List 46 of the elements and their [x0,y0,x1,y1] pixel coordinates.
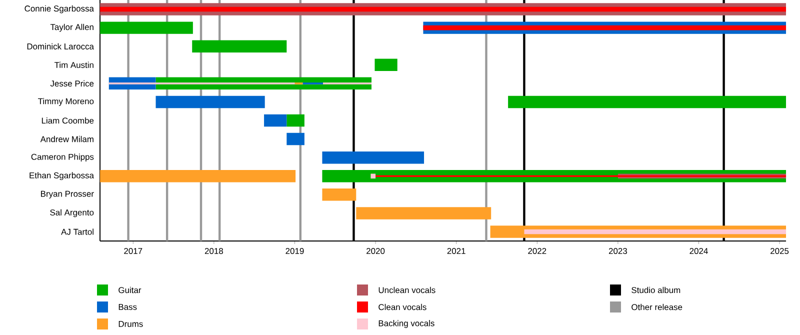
y-tick-label: Taylor Allen [50,24,94,32]
bar [192,40,287,52]
legend-label: Other release [632,304,682,310]
bar [100,170,296,182]
bar [370,174,376,179]
x-tick-label: 2019 [286,248,304,254]
y-tick-label: Ethan Sgarbossa [30,172,94,180]
bar [322,151,424,164]
x-tick-label: 2021 [447,248,466,254]
y-tick-label: Jesse Price [50,80,94,87]
legend-label: Studio album [632,286,680,294]
y-tick-label: AJ Tartol [61,228,94,235]
x-tick-label: 2018 [204,248,223,254]
bar [322,188,356,201]
legend-label: Drums [118,321,143,327]
bar [423,25,786,30]
legend-label: Clean vocals [378,304,426,310]
y-tick-label: Connie Sgarbossa [24,5,94,14]
bar [374,58,398,72]
x-tick-label: 2024 [690,248,708,254]
x-tick-label: 2023 [608,248,627,254]
x-tick-label: 2020 [366,248,385,254]
x-tick-label: 2017 [124,248,142,254]
bar [524,229,786,234]
bar [508,96,786,108]
bar [286,114,304,127]
bar [264,114,287,127]
x-tick-label: 2025 [770,248,789,254]
y-tick-label: Cameron Phipps [31,154,94,162]
bar [100,22,193,34]
y-tick-label: Dominick Larocca [27,43,94,50]
y-tick-label: Andrew Milam [40,136,94,142]
y-tick-label: Sal Argento [50,209,94,218]
legend-label: Bass [118,304,137,310]
y-tick-label: Liam Coombe [42,117,94,124]
legend-label: Guitar [118,286,142,294]
y-tick-label: Timmy Moreno [38,98,94,106]
y-tick-label: Tim Austin [54,62,94,68]
bar [156,96,265,108]
bar [286,132,304,146]
x-tick-label: 2022 [528,248,546,254]
bar [356,207,492,220]
legend-label: Unclean vocals [378,286,436,294]
legend-label: Backing vocals [378,320,434,328]
bar [100,6,786,12]
y-tick-label: Bryan Prosser [41,190,94,198]
